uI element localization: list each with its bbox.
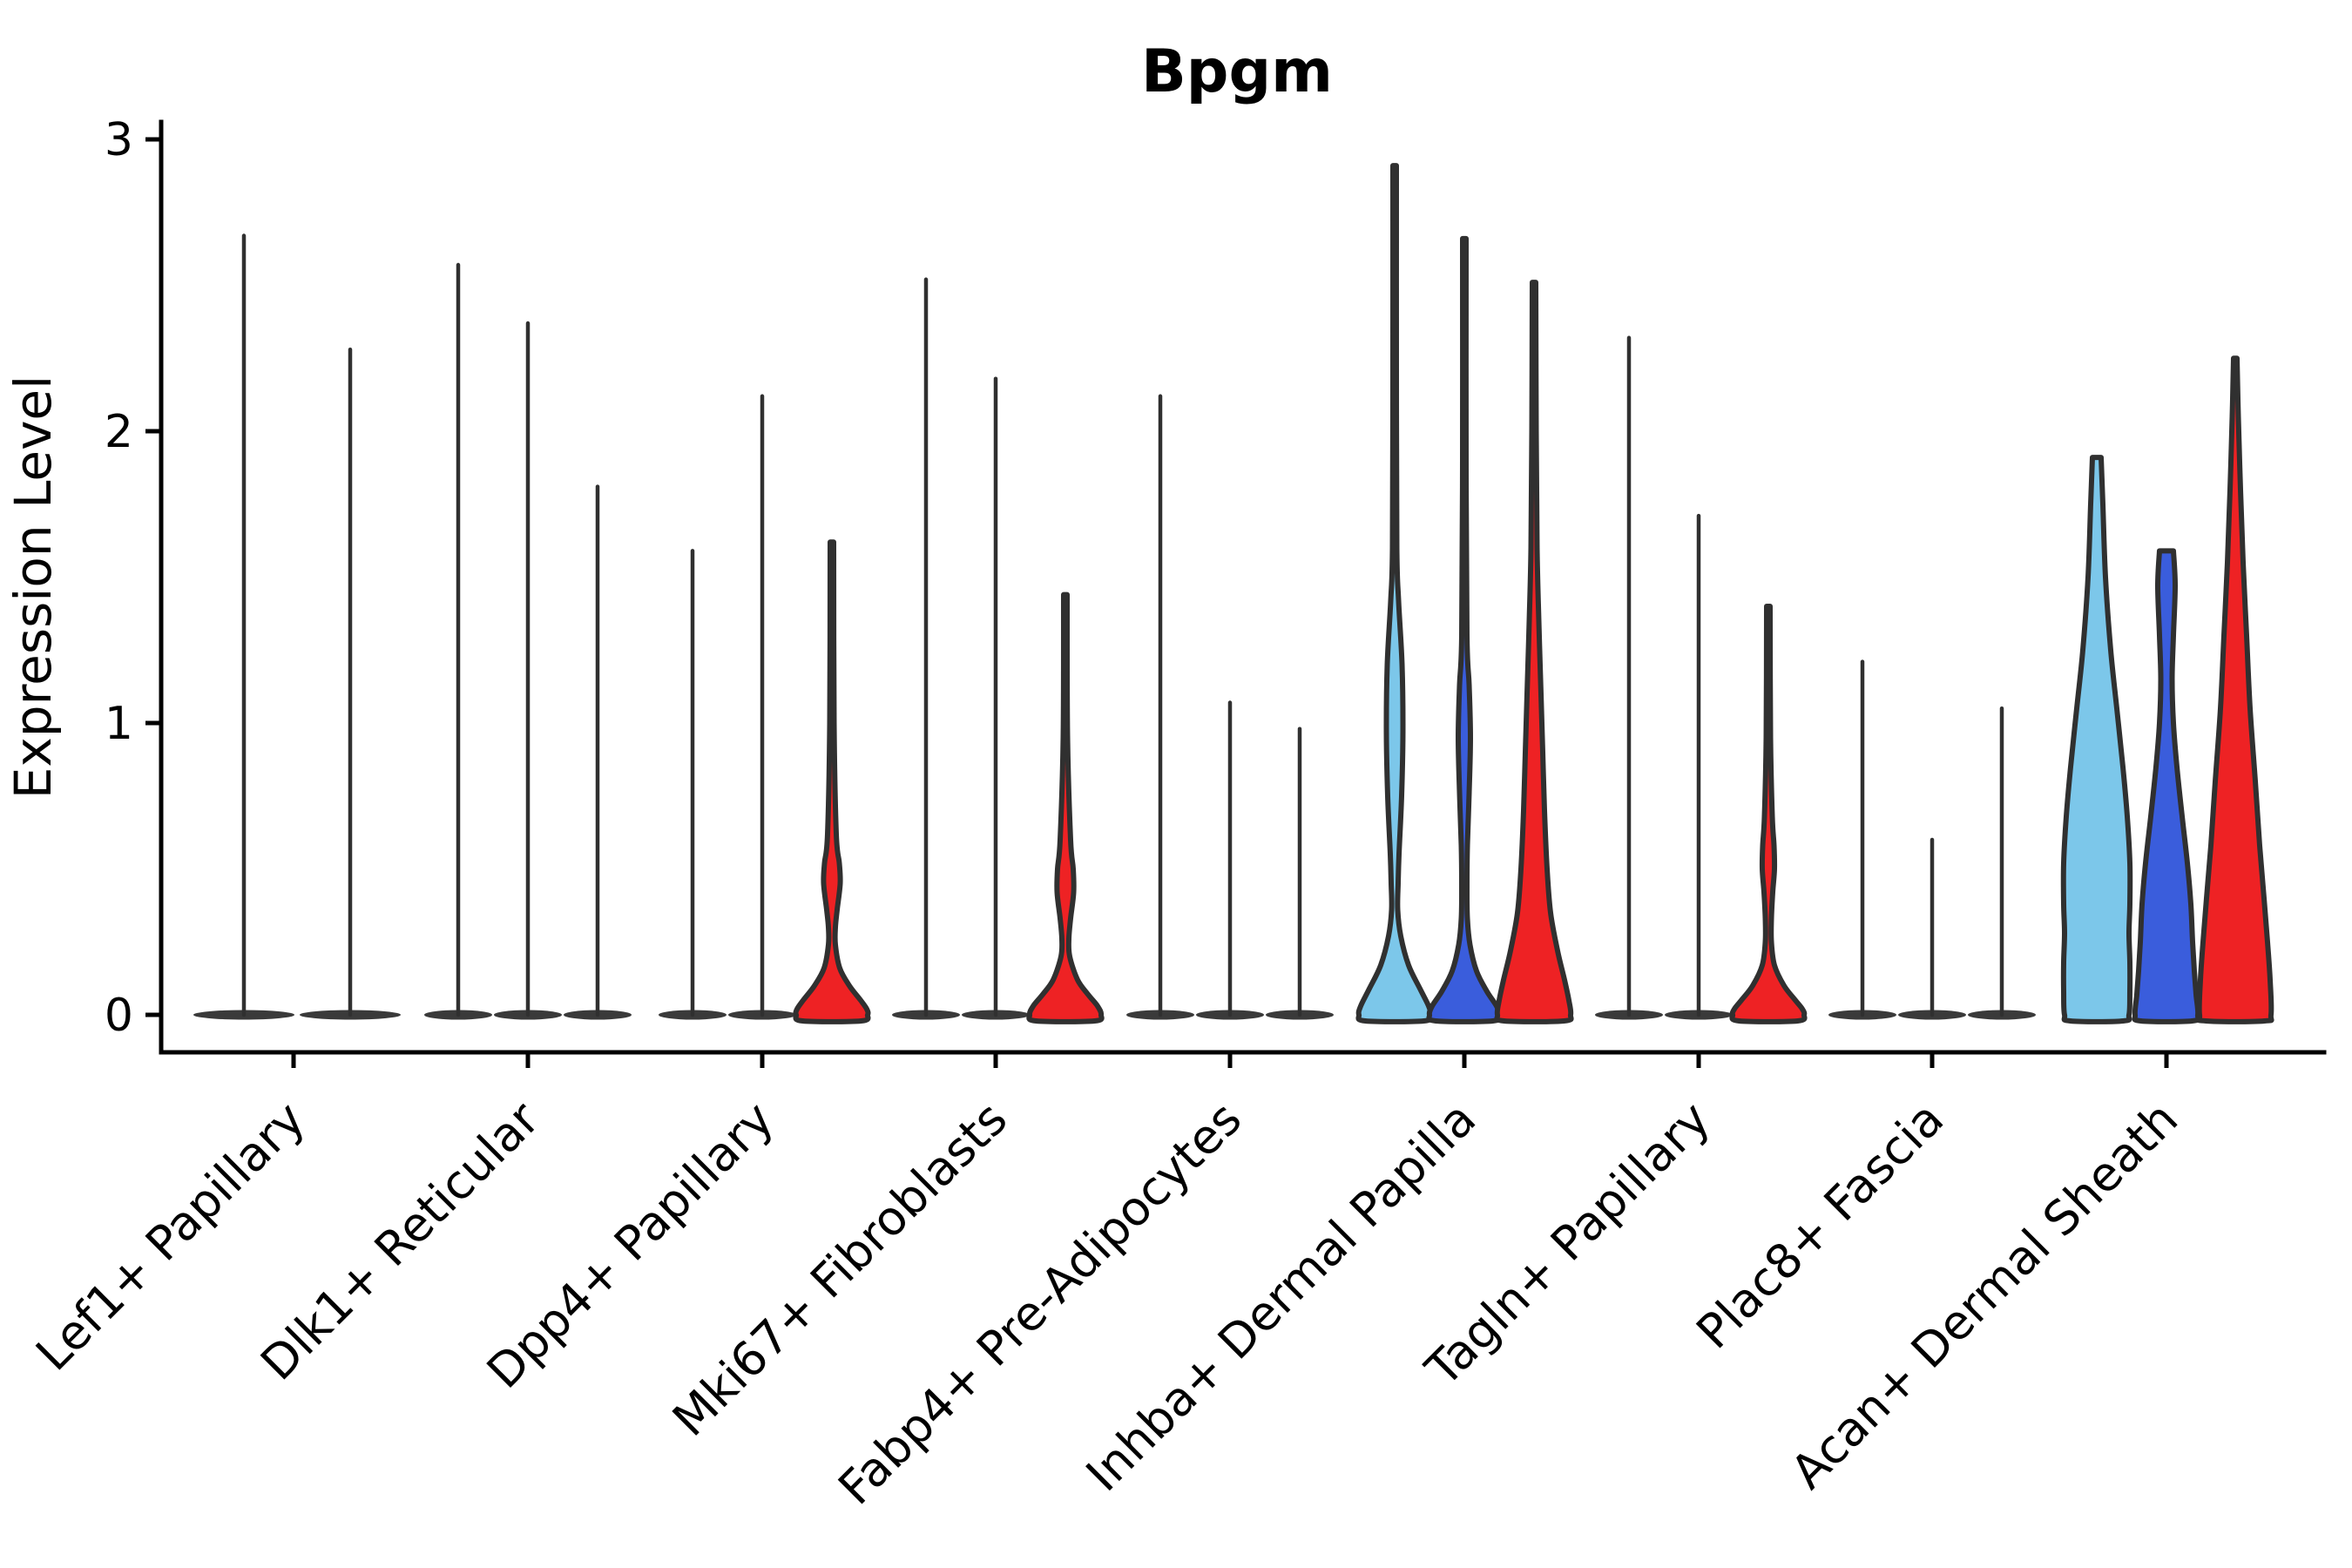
y-tick-label: 1	[105, 698, 133, 750]
y-axis-label: Expression Level	[3, 375, 63, 799]
x-tick-label-acan-dermal-sheath: Acan+ Dermal Sheath	[1781, 1092, 2188, 1499]
violin-inhba-dermal-papilla-3	[1494, 280, 1574, 1024]
violin-acan-dermal-sheath-1	[2060, 455, 2133, 1024]
y-tick-label: 3	[105, 114, 133, 166]
violin-acan-dermal-sheath-3	[2196, 355, 2274, 1024]
violin-dpp4-papillary-3	[793, 539, 871, 1024]
violin-acan-dermal-sheath-2	[2132, 548, 2201, 1024]
violin-mki67-fibroblasts-3	[1026, 591, 1105, 1024]
x-tick-label-fabp4-pre-adipocytes: Fabp4+ Pre-Adipocytes	[828, 1092, 1252, 1516]
y-tick-label: 0	[105, 990, 133, 1042]
violin-inhba-dermal-papilla-1	[1355, 163, 1434, 1024]
chart-title: Bpgm	[1141, 37, 1333, 106]
x-tick-label-inhba-dermal-papilla: Inhba+ Dermal Papilla	[1076, 1092, 1486, 1502]
violin-tagln-papillary-3	[1729, 604, 1808, 1024]
y-tick-label: 2	[105, 406, 133, 458]
x-tick-label-plac8-fascia: Plac8+ Fascia	[1686, 1092, 1954, 1360]
violin-inhba-dermal-papilla-2	[1426, 235, 1503, 1024]
